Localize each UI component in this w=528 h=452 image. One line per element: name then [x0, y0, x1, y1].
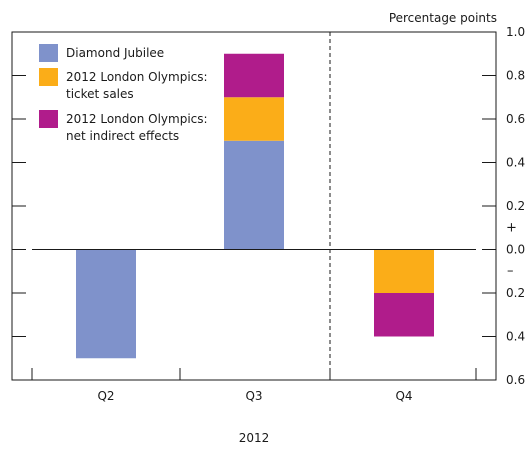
legend-swatch-3: [39, 110, 58, 128]
bar-q4-series-2: [374, 249, 434, 293]
y-tick-label: 0.6: [506, 373, 525, 387]
bar-q3-series-2: [224, 97, 284, 141]
y-tick-label: 0.2: [506, 199, 525, 213]
positive-sign-label: +: [506, 221, 517, 236]
bar-q4-series-3: [374, 293, 434, 337]
units-label: Percentage points: [389, 11, 497, 25]
negative-sign-label: –: [507, 264, 514, 279]
y-tick-label: 0.6: [506, 112, 525, 126]
y-tick-label: 0.4: [506, 330, 525, 344]
bars: [76, 53, 434, 359]
legend: Diamond Jubilee 2012 London Olympics: tick…: [39, 44, 208, 143]
legend-swatch-2: [39, 68, 58, 86]
x-tick-label: Q4: [395, 389, 412, 403]
x-axis-label: 2012: [239, 431, 270, 445]
legend-label-3: 2012 London Olympics:: [66, 112, 208, 126]
y-tick-label: 0.2: [506, 286, 525, 300]
y-tick-label: 0.8: [506, 69, 525, 83]
axes: 1.0 0.8 0.6 0.4 0.2 0.0 0.2 0.4 0.6 + – Q2 Q3 Q4: [12, 25, 525, 403]
legend-label-2: 2012 London Olympics:: [66, 70, 208, 84]
bar-q3-series-3: [224, 53, 284, 98]
y-tick-label: 1.0: [506, 25, 525, 39]
y-tick-label: 0.4: [506, 156, 525, 170]
x-tick-label: Q2: [97, 389, 114, 403]
legend-label-3: net indirect effects: [66, 129, 179, 143]
bar-q2-series-1: [76, 249, 136, 359]
legend-label-2: ticket sales: [66, 87, 134, 101]
legend-swatch-1: [39, 44, 58, 62]
legend-label-1: Diamond Jubilee: [66, 46, 164, 60]
x-tick-label: Q3: [245, 389, 262, 403]
bar-q3-series-1: [224, 140, 284, 250]
y-tick-label: 0.0: [506, 243, 525, 257]
